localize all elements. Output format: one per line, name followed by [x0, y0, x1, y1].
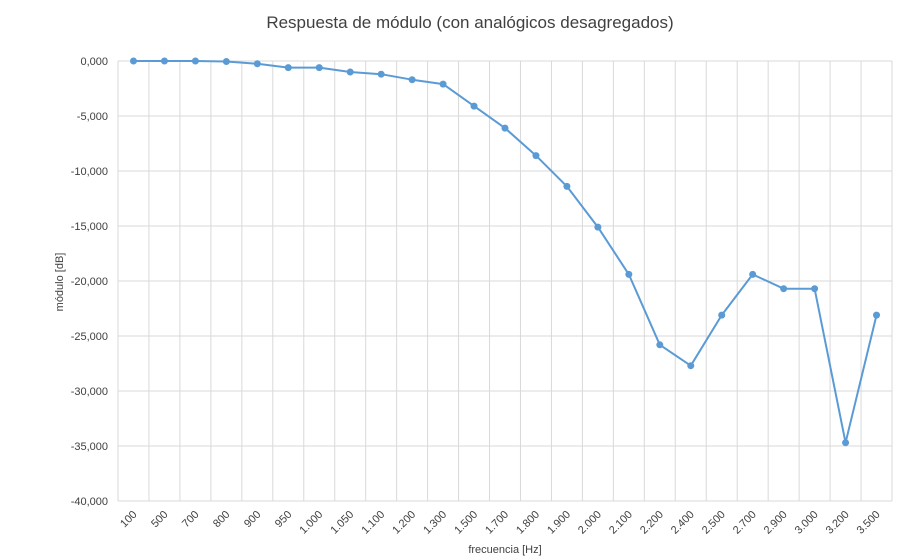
data-point [315, 64, 323, 72]
x-tick-label: 800 [211, 509, 232, 530]
data-point [377, 70, 385, 78]
data-point [346, 68, 354, 76]
series-layer [129, 57, 881, 447]
data-point [842, 439, 850, 447]
x-tick-label: 1.000 [297, 509, 325, 537]
data-point [284, 64, 292, 72]
x-tick-label: 1.300 [421, 509, 449, 537]
data-point [129, 57, 137, 65]
x-tick-label: 1.900 [545, 509, 573, 537]
gridlines [117, 60, 893, 502]
data-point [594, 223, 602, 231]
x-tick-label: 2.900 [762, 509, 790, 537]
y-tick-label: -25,000 [71, 331, 108, 343]
data-point [873, 311, 881, 319]
series-line [133, 60, 878, 444]
data-point [470, 102, 478, 110]
x-tick-label: 700 [180, 509, 201, 530]
x-axis-ticks: 100 500 700 800 900 950 1.000 1.050 1.100 1.200 1.… [118, 509, 883, 537]
data-point [439, 80, 447, 88]
y-tick-label: -20,000 [71, 276, 108, 288]
x-tick-label: 2.200 [638, 509, 666, 537]
chart-title: Respuesta de módulo (con analógicos desa… [266, 13, 673, 32]
y-tick-label: -5,000 [77, 111, 108, 123]
data-point [160, 57, 168, 65]
data-point [718, 311, 726, 319]
y-tick-label: -40,000 [71, 496, 108, 508]
data-point [253, 60, 261, 68]
x-tick-label: 2.700 [731, 509, 759, 537]
x-tick-label: 2.400 [669, 509, 697, 537]
x-tick-label: 3.200 [824, 509, 852, 537]
data-point [811, 285, 819, 293]
y-axis-label: módulo [dB] [54, 253, 66, 312]
x-tick-label: 1.700 [483, 509, 511, 537]
x-tick-label: 900 [242, 509, 263, 530]
x-tick-label: 2.000 [576, 509, 604, 537]
y-tick-label: -15,000 [71, 221, 108, 233]
x-tick-label: 1.500 [452, 509, 480, 537]
y-tick-label: 0,000 [80, 56, 108, 68]
y-tick-label: -35,000 [71, 441, 108, 453]
data-point [222, 58, 230, 66]
data-point [625, 270, 633, 278]
x-tick-label: 1.800 [514, 509, 542, 537]
data-point [191, 57, 199, 65]
y-tick-label: -10,000 [71, 166, 108, 178]
x-tick-label: 1.100 [359, 509, 387, 537]
x-tick-label: 3.500 [855, 509, 883, 537]
data-point [501, 124, 509, 132]
data-point [563, 182, 571, 190]
y-tick-label: -30,000 [71, 386, 108, 398]
data-point [532, 152, 540, 160]
x-tick-label: 1.050 [328, 509, 356, 537]
data-point [687, 362, 695, 370]
data-point [656, 341, 664, 349]
x-axis-label: frecuencia [Hz] [468, 544, 541, 556]
data-point [408, 76, 416, 84]
x-tick-label: 2.100 [607, 509, 635, 537]
x-tick-label: 2.500 [700, 509, 728, 537]
x-tick-label: 1.200 [390, 509, 418, 537]
data-point [780, 285, 788, 293]
x-tick-label: 100 [118, 509, 139, 530]
data-point [749, 270, 757, 278]
x-tick-label: 3.000 [793, 509, 821, 537]
x-tick-label: 500 [149, 509, 170, 530]
x-tick-label: 950 [273, 509, 294, 530]
y-axis-ticks: 0,000 -5,000 -10,000 -15,000 -20,000 -25,000 -… [71, 56, 108, 508]
